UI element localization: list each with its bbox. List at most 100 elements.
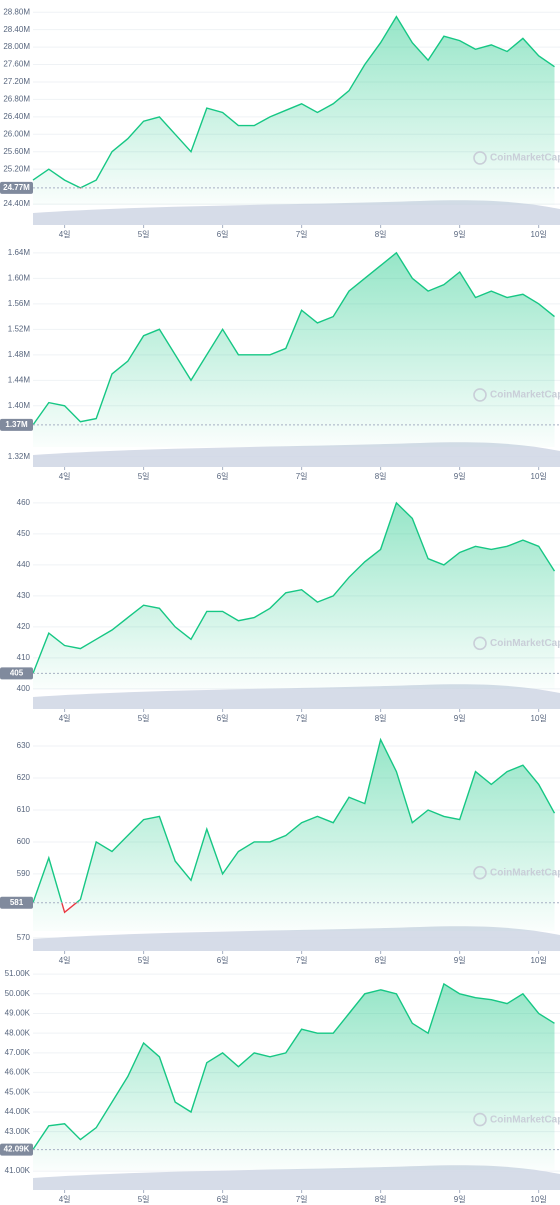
x-tick-label: 7일 xyxy=(296,956,308,965)
y-tick-label: 41.00K xyxy=(5,1166,31,1175)
y-tick-label: 620 xyxy=(17,773,31,782)
x-tick-label: 4일 xyxy=(59,1195,71,1204)
watermark-logo xyxy=(473,1112,487,1127)
y-tick-label: 44.00K xyxy=(5,1107,31,1116)
baseline-label: 1.37M xyxy=(5,420,28,429)
y-tick-label: 450 xyxy=(17,529,31,538)
x-tick-label: 4일 xyxy=(59,230,71,239)
y-tick-label: 27.60M xyxy=(3,60,30,69)
y-tick-label: 24.40M xyxy=(3,199,30,208)
y-tick-label: 26.80M xyxy=(3,95,30,104)
watermark: CoinMarketCap xyxy=(490,390,560,401)
x-tick-label: 7일 xyxy=(296,714,308,723)
y-tick-label: 610 xyxy=(17,805,31,814)
y-tick-label: 1.60M xyxy=(8,273,31,282)
y-tick-label: 50.00K xyxy=(5,989,31,998)
y-tick-label: 410 xyxy=(17,653,31,662)
y-tick-label: 26.00M xyxy=(3,129,30,138)
y-tick-label: 400 xyxy=(17,684,31,693)
watermark: CoinMarketCap xyxy=(490,153,560,164)
chart-panel: 1.32M 1.40M 1.44M 1.48M 1.52M 1.56M 1.60M 1.64M… xyxy=(0,248,560,481)
price-line xyxy=(32,737,556,903)
y-tick-label: 46.00K xyxy=(5,1068,31,1077)
x-tick-label: 10일 xyxy=(531,472,547,481)
y-tick-label: 1.44M xyxy=(8,375,31,384)
baseline-label-box xyxy=(0,1143,33,1156)
x-tick-label: 8일 xyxy=(375,230,387,239)
x-tick-label: 6일 xyxy=(217,1195,229,1204)
baseline-label: 405 xyxy=(10,668,24,677)
y-tick-label: 570 xyxy=(17,933,31,942)
watermark-logo xyxy=(473,636,487,651)
x-tick-label: 8일 xyxy=(375,956,387,965)
y-tick-label: 25.60M xyxy=(3,147,30,156)
x-tick-label: 9일 xyxy=(454,472,466,481)
y-tick-label: 1.48M xyxy=(8,350,31,359)
x-tick-label: 5일 xyxy=(138,472,150,481)
y-tick-label: 28.40M xyxy=(3,25,30,34)
volume-band xyxy=(33,200,560,225)
x-tick-label: 10일 xyxy=(531,230,547,239)
volume-band xyxy=(33,442,560,467)
x-tick-label: 9일 xyxy=(454,230,466,239)
price-area xyxy=(33,983,555,1170)
y-tick-label: 1.56M xyxy=(8,299,31,308)
x-tick-label: 5일 xyxy=(138,230,150,239)
x-tick-label: 8일 xyxy=(375,1195,387,1204)
y-tick-label: 28.00M xyxy=(3,42,30,51)
price-line xyxy=(32,251,555,425)
x-tick-label: 8일 xyxy=(375,714,387,723)
y-tick-label: 420 xyxy=(17,622,31,631)
y-tick-label: 51.00K xyxy=(5,969,31,978)
chart-panel: 41.00K 43.00K 44.00K 45.00K 46.00K 47.00K 48.0… xyxy=(0,969,560,1204)
chart-panel: 400 410 420 430 440 450 460 405 CoinMarketCap 4일 5… xyxy=(0,498,560,723)
y-tick-label: 630 xyxy=(17,741,31,750)
watermark-logo xyxy=(473,388,487,402)
y-tick-label: 26.40M xyxy=(3,112,30,121)
price-line xyxy=(32,982,555,1150)
x-tick-label: 4일 xyxy=(59,472,71,481)
volume-band xyxy=(33,926,560,951)
x-tick-label: 6일 xyxy=(217,956,229,965)
baseline-label: 581 xyxy=(10,898,24,907)
x-tick-label: 6일 xyxy=(217,714,229,723)
y-tick-label: 49.00K xyxy=(5,1009,31,1018)
y-tick-label: 1.32M xyxy=(8,452,31,461)
x-tick-label: 7일 xyxy=(296,230,308,239)
x-tick-label: 5일 xyxy=(138,1195,150,1204)
volume-band xyxy=(33,684,560,709)
x-tick-label: 4일 xyxy=(59,714,71,723)
x-tick-label: 8일 xyxy=(375,472,387,481)
y-tick-label: 1.52M xyxy=(8,324,31,333)
watermark: CoinMarketCap xyxy=(490,1114,560,1125)
x-tick-label: 9일 xyxy=(454,714,466,723)
chart-panel: 570 590 600 610 620 630 581 CoinMarketCap 4일 5일 6일… xyxy=(0,737,560,965)
y-tick-label: 25.20M xyxy=(3,164,30,173)
y-tick-label: 600 xyxy=(17,837,31,846)
x-tick-label: 4일 xyxy=(59,956,71,965)
baseline-label-box xyxy=(0,418,33,431)
x-tick-label: 9일 xyxy=(454,1195,466,1204)
y-tick-label: 45.00K xyxy=(5,1087,31,1096)
y-tick-label: 1.64M xyxy=(8,248,31,257)
price-line xyxy=(32,501,556,674)
y-tick-label: 440 xyxy=(17,560,31,569)
x-tick-label: 7일 xyxy=(296,1195,308,1204)
x-tick-label: 7일 xyxy=(296,472,308,481)
price-line xyxy=(32,15,555,188)
y-tick-label: 460 xyxy=(17,498,31,507)
y-tick-label: 47.00K xyxy=(5,1048,31,1057)
chart-panel: 24.40M 25.20M 25.60M 26.00M 26.40M 26.80M 27.2… xyxy=(0,7,560,239)
x-tick-label: 10일 xyxy=(531,1195,547,1204)
watermark-logo xyxy=(473,151,487,165)
volume-band xyxy=(33,1165,560,1190)
baseline-label: 24.77M xyxy=(3,183,30,192)
y-tick-label: 1.40M xyxy=(8,401,31,410)
y-tick-label: 590 xyxy=(17,869,31,878)
x-tick-label: 6일 xyxy=(217,230,229,239)
price-area xyxy=(33,252,555,447)
price-area xyxy=(33,16,555,205)
price-area xyxy=(33,739,555,931)
y-tick-label: 27.20M xyxy=(3,77,30,86)
